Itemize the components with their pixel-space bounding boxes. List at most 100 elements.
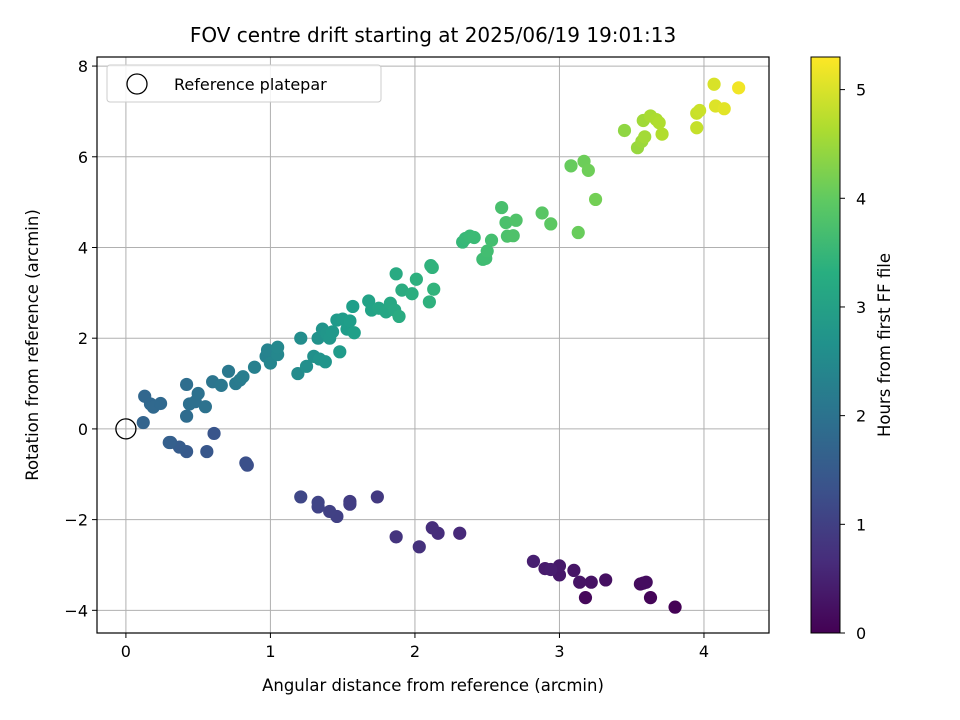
scatter-point <box>153 396 168 411</box>
scatter-point <box>221 364 236 378</box>
scatter-point <box>325 325 340 339</box>
scatter-point <box>318 355 332 369</box>
scatter-point <box>191 386 205 401</box>
colorbar-tick-label: 4 <box>856 189 866 208</box>
scatter-point <box>652 116 666 130</box>
legend-entry: Reference platepar <box>174 75 327 94</box>
scatter-point <box>198 400 212 414</box>
scatter-point <box>732 81 746 95</box>
scatter-point <box>617 123 632 138</box>
scatter-point <box>409 272 423 286</box>
scatter-point <box>495 200 509 215</box>
x-tick-label: 2 <box>410 642 420 661</box>
scatter-point <box>180 409 194 423</box>
y-tick-label: 0 <box>78 420 88 439</box>
scatter-point <box>200 444 214 459</box>
scatter-point <box>346 299 360 314</box>
scatter-point <box>467 230 481 245</box>
scatter-point <box>333 345 347 359</box>
legend-box <box>106 64 382 103</box>
colorbar-tick-label: 0 <box>856 624 866 643</box>
chart-title: FOV centre drift starting at 2025/06/19 … <box>190 23 676 47</box>
scatter-point <box>389 267 403 281</box>
scatter-point <box>236 370 250 384</box>
scatter-point <box>389 530 403 544</box>
scatter-point <box>247 360 262 374</box>
scatter-point <box>294 331 308 345</box>
y-tick-label: −2 <box>64 511 88 530</box>
scatter-point <box>690 121 704 135</box>
scatter-point <box>425 521 439 535</box>
scatter-point <box>180 377 194 392</box>
scatter-point <box>271 340 285 354</box>
scatter-point <box>392 309 406 324</box>
legend-open-circle-icon <box>126 73 148 95</box>
colorbar-gradient <box>810 56 841 634</box>
scatter-point <box>717 102 731 116</box>
colorbar-tick-label: 5 <box>856 81 866 100</box>
grid-lines <box>97 57 769 633</box>
colorbar-ticks: 0 1 2 3 4 5 <box>840 81 866 643</box>
scatter-point <box>260 343 275 357</box>
scatter-point <box>544 562 558 577</box>
y-axis-label: Rotation from reference (arcmin) <box>23 209 42 481</box>
scatter-point <box>453 526 467 540</box>
scatter-point <box>370 490 384 504</box>
scatter-point <box>343 497 357 511</box>
colorbar-tick-label: 2 <box>856 407 866 426</box>
scatter-point <box>484 233 499 247</box>
x-tick-label: 4 <box>699 642 709 661</box>
x-tick-label: 0 <box>121 642 131 661</box>
y-axis-ticks: −4 −2 0 2 4 6 8 <box>64 57 97 620</box>
colorbar: 0 1 2 3 4 5 Hours from first FF file <box>810 56 894 643</box>
scatter-point <box>395 283 409 297</box>
scatter-point <box>588 192 603 207</box>
scatter-point <box>294 490 308 504</box>
scatter-point <box>239 456 253 470</box>
reference-platepar-marker <box>115 418 137 440</box>
scatter-point <box>564 159 578 173</box>
scatter-point <box>214 378 228 392</box>
scatter-point <box>578 591 593 605</box>
x-axis-ticks: 0 1 2 3 4 <box>121 633 709 661</box>
scatter-point <box>323 504 337 519</box>
y-tick-label: 4 <box>78 238 88 257</box>
colorbar-tick-label: 3 <box>856 298 866 317</box>
scatter-point <box>638 130 652 144</box>
y-tick-label: 2 <box>78 329 88 348</box>
y-tick-label: 6 <box>78 148 88 167</box>
plot-frame <box>96 56 770 634</box>
y-tick-label: −4 <box>64 601 88 620</box>
legend: Reference platepar <box>106 64 382 103</box>
scatter-point <box>707 77 721 91</box>
scatter-points <box>136 77 746 614</box>
scatter-point <box>412 540 426 554</box>
y-tick-label: 8 <box>78 57 88 76</box>
scatter-point <box>422 295 436 309</box>
scatter-point <box>162 435 176 450</box>
scatter-point <box>427 282 441 296</box>
scatter-point <box>535 206 549 220</box>
colorbar-label: Hours from first FF file <box>875 253 894 437</box>
scatter-point <box>544 217 558 231</box>
scatter-point <box>584 575 598 589</box>
scatter-point <box>655 127 669 141</box>
scatter-point <box>347 326 361 340</box>
scatter-point <box>291 366 305 381</box>
scatter-point <box>567 563 581 578</box>
scatter-point <box>311 495 325 509</box>
scatter-point <box>207 426 221 441</box>
scatter-point <box>693 103 707 118</box>
scatter-point <box>668 600 682 614</box>
x-tick-label: 1 <box>265 642 275 661</box>
scatter-point <box>343 314 357 328</box>
scatter-point <box>499 215 513 230</box>
scatter-point <box>136 415 150 430</box>
x-axis-label: Angular distance from reference (arcmin) <box>262 676 604 695</box>
scatter-point <box>299 359 314 373</box>
scatter-point <box>506 229 520 243</box>
scatter-point <box>643 591 658 605</box>
scatter-point <box>263 356 278 370</box>
reference-marker-layer <box>115 418 137 440</box>
